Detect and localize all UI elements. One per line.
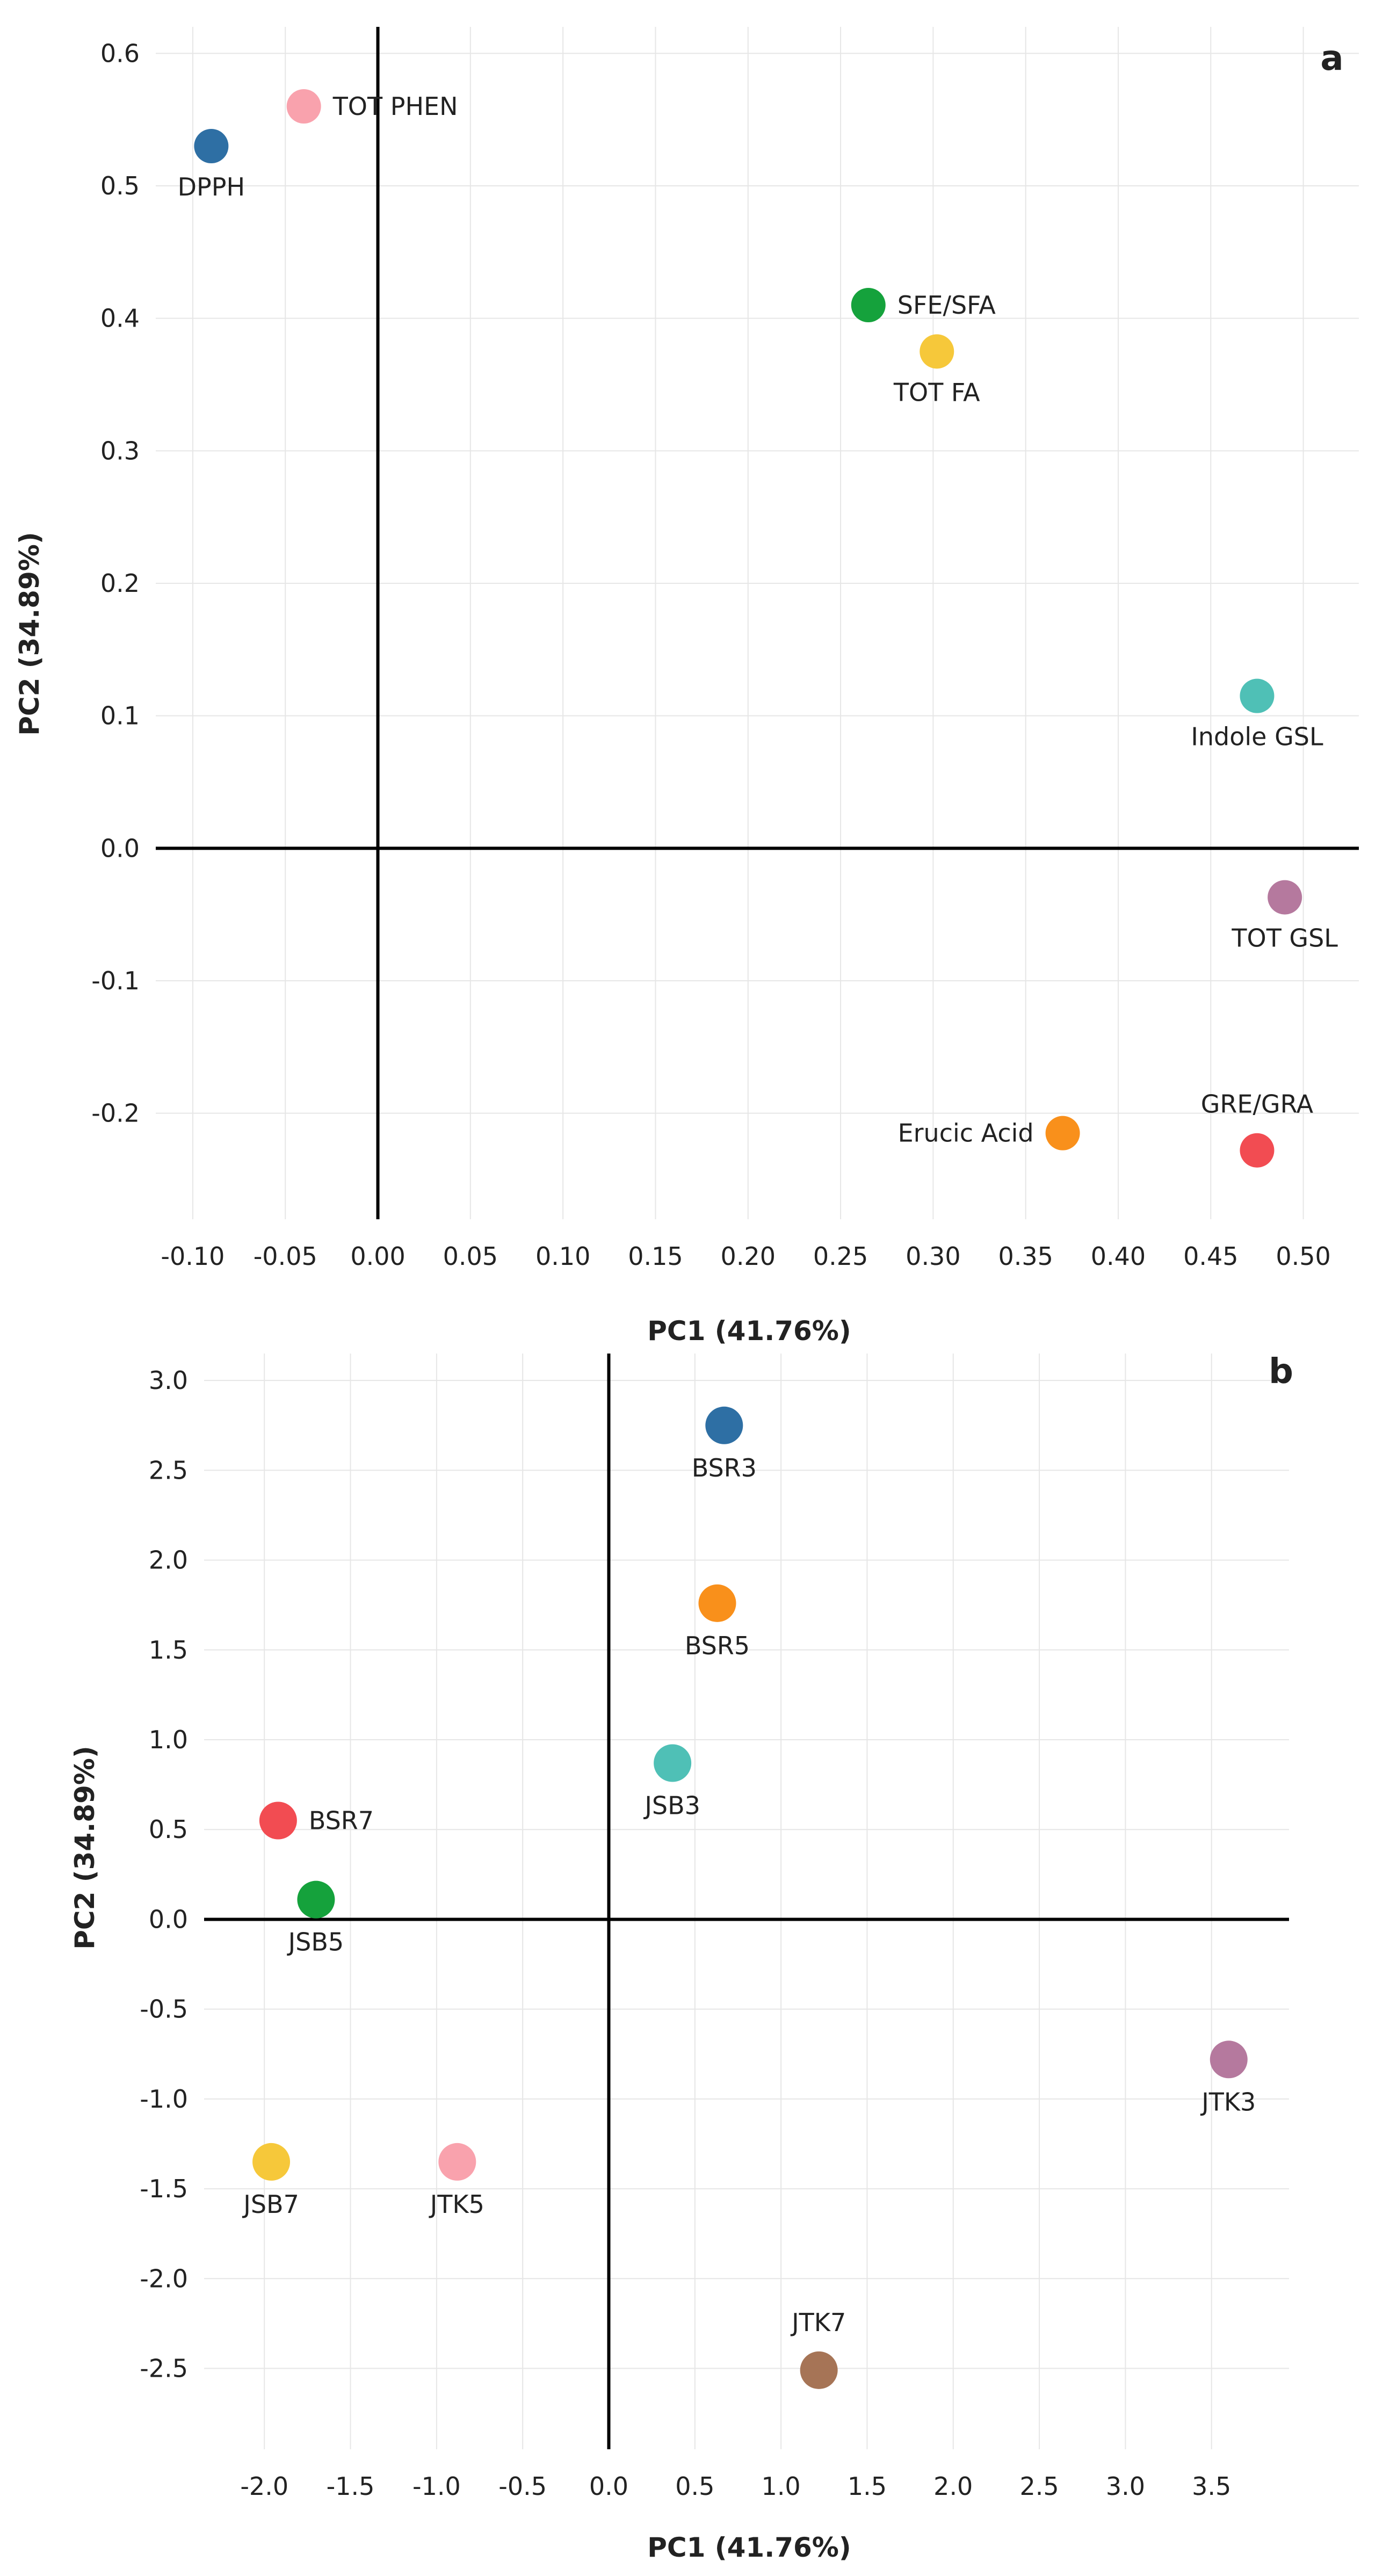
panel-a-x-tick-label: 0.25 bbox=[813, 1242, 868, 1271]
panel-a-y-axis-title: PC2 (34.89%) bbox=[14, 532, 45, 736]
panel-b-y-axis-title: PC2 (34.89%) bbox=[69, 1746, 100, 1950]
panel-b-x-tick-label: 2.0 bbox=[933, 2472, 973, 2501]
panel-a-point-dpph bbox=[194, 129, 229, 163]
panel-b-point-bsr5 bbox=[698, 1584, 736, 1622]
panel-a-point-label-sfe-sfa: SFE/SFA bbox=[897, 291, 996, 320]
panel-b-point-label-bsr3: BSR3 bbox=[692, 1453, 757, 1482]
panel-a-x-tick-label: 0.50 bbox=[1276, 1242, 1330, 1271]
panel-b-point-jsb5 bbox=[297, 1880, 335, 1919]
panel-b-point-jsb3 bbox=[654, 1744, 692, 1782]
panel-b-y-tick-label: 0.5 bbox=[149, 1815, 188, 1844]
panel-a-point-label-tot-gsl: TOT GSL bbox=[1231, 924, 1338, 953]
panel-a-x-tick-label: -0.10 bbox=[161, 1242, 225, 1271]
panel-b-y-tick-label: -1.5 bbox=[140, 2174, 188, 2203]
panel-b-x-tick-label: -0.5 bbox=[498, 2472, 547, 2501]
panel-b-x-tick-label: -1.5 bbox=[327, 2472, 375, 2501]
panel-a-point-label-dpph: DPPH bbox=[178, 172, 245, 201]
panel-b-y-tick-label: -1.0 bbox=[140, 2085, 188, 2114]
panel-a-point-sfe-sfa bbox=[851, 288, 886, 322]
panel-b-point-label-jtk3: JTK3 bbox=[1200, 2087, 1256, 2116]
panel-b-point-bsr3 bbox=[705, 1406, 743, 1444]
panel-b-y-tick-label: 2.5 bbox=[149, 1456, 188, 1485]
panel-a-x-tick-label: 0.40 bbox=[1091, 1242, 1146, 1271]
panel-b-x-tick-label: 1.5 bbox=[848, 2472, 887, 2501]
panel-a-point-tot-fa bbox=[920, 334, 954, 369]
panel-b-point-label-bsr7: BSR7 bbox=[309, 1806, 374, 1835]
panel-a-x-tick-label: 0.45 bbox=[1183, 1242, 1238, 1271]
panel-b-point-label-jsb5: JSB5 bbox=[287, 1928, 344, 1957]
panel-a-y-tick-label: 0.6 bbox=[100, 39, 140, 68]
panel-a-point-tot-phen bbox=[286, 89, 321, 124]
panel-b-point-label-jsb3: JSB3 bbox=[643, 1791, 700, 1820]
panel-a-x-tick-label: -0.05 bbox=[254, 1242, 317, 1271]
panel-b-y-tick-label: 1.0 bbox=[149, 1725, 188, 1754]
panel-a-y-tick-label: 0.0 bbox=[100, 834, 140, 863]
panel-b-x-tick-label: 0.0 bbox=[589, 2472, 628, 2501]
panel-a-x-tick-label: 0.15 bbox=[628, 1242, 683, 1271]
panel-a-x-tick-label: 0.00 bbox=[350, 1242, 405, 1271]
panel-a-x-tick-label: 0.10 bbox=[535, 1242, 590, 1271]
panel-b-x-tick-label: 1.0 bbox=[762, 2472, 801, 2501]
panel-a-point-label-tot-fa: TOT FA bbox=[893, 378, 980, 407]
panel-b-point-label-jtk5: JTK5 bbox=[429, 2190, 484, 2219]
panel-a-y-tick-label: 0.1 bbox=[100, 701, 140, 730]
panel-a-point-label-tot-phen: TOT PHEN bbox=[332, 92, 458, 121]
panel-a-y-tick-label: 0.4 bbox=[100, 304, 140, 333]
panel-b-y-tick-label: -2.0 bbox=[140, 2264, 188, 2293]
panel-a-point-tot-gsl bbox=[1268, 880, 1302, 915]
panel-b-point-label-jtk7: JTK7 bbox=[790, 2308, 846, 2337]
panel-a-y-tick-label: -0.2 bbox=[91, 1099, 140, 1128]
panel-a-point-gre-gra bbox=[1240, 1133, 1275, 1168]
panel-a-scatter-plot: -0.10 -0.05 0.00 0.05 0.10 0.15 0.20 0.25 0.30 0.… bbox=[14, 27, 1359, 1347]
panel-a-x-axis-title: PC1 (41.76%) bbox=[647, 1315, 851, 1347]
panel-a-y-tick-label: 0.2 bbox=[100, 569, 140, 598]
panel-b-point-jsb7 bbox=[252, 2143, 291, 2181]
panel-b-y-tick-label: 2.0 bbox=[149, 1546, 188, 1575]
panel-a-label: a bbox=[1320, 39, 1343, 78]
panel-a-point-label-erucic-acid: Erucic Acid bbox=[898, 1119, 1034, 1148]
panel-b-y-tick-label: 3.0 bbox=[149, 1366, 188, 1395]
panel-b-x-tick-label: 2.5 bbox=[1020, 2472, 1059, 2501]
panel-a-point-erucic-acid bbox=[1045, 1116, 1080, 1150]
panel-a-x-tick-label: 0.35 bbox=[998, 1242, 1053, 1271]
panel-a-y-tick-label: 0.5 bbox=[100, 171, 140, 200]
panel-b-x-tick-label: 3.0 bbox=[1106, 2472, 1145, 2501]
panel-b-point-bsr7 bbox=[259, 1801, 297, 1840]
panel-b-x-axis-title: PC1 (41.76%) bbox=[647, 2532, 851, 2563]
panel-b-point-jtk5 bbox=[438, 2143, 476, 2181]
panel-b-y-tick-label: -0.5 bbox=[140, 1995, 188, 2024]
panel-b-point-jtk7 bbox=[800, 2351, 838, 2389]
panel-b-x-tick-label: 0.5 bbox=[675, 2472, 714, 2501]
panel-b-y-tick-label: -2.5 bbox=[140, 2354, 188, 2383]
panel-a-point-label-indole-gsl: Indole GSL bbox=[1191, 722, 1323, 751]
panel-a-point-indole-gsl bbox=[1240, 678, 1275, 713]
panel-b-point-label-jsb7: JSB7 bbox=[242, 2190, 299, 2219]
panel-a-x-tick-label: 0.05 bbox=[443, 1242, 498, 1271]
panel-b-y-tick-label: 0.0 bbox=[149, 1905, 188, 1934]
panel-a-x-tick-label: 0.30 bbox=[906, 1242, 960, 1271]
panel-b-point-label-bsr5: BSR5 bbox=[685, 1631, 750, 1660]
panel-b-x-tick-label: -2.0 bbox=[240, 2472, 288, 2501]
panel-a-x-tick-label: 0.20 bbox=[721, 1242, 776, 1271]
panel-b-y-tick-label: 1.5 bbox=[149, 1636, 188, 1665]
panel-b-point-jtk3 bbox=[1210, 2040, 1248, 2079]
panel-b-x-tick-label: 3.5 bbox=[1192, 2472, 1231, 2501]
panel-a-y-tick-label: -0.1 bbox=[91, 966, 140, 995]
panel-b-x-tick-label: -1.0 bbox=[412, 2472, 461, 2501]
panel-b-label: b bbox=[1269, 1352, 1293, 1392]
panel-b-scatter-plot: -2.0 -1.5 -1.0 -0.5 0.0 0.5 1.0 1.5 2.0 2.5 3.0 3.5… bbox=[69, 1352, 1293, 2563]
panel-a-point-label-gre-gra: GRE/GRA bbox=[1201, 1090, 1314, 1119]
panel-a-y-tick-label: 0.3 bbox=[100, 436, 140, 465]
